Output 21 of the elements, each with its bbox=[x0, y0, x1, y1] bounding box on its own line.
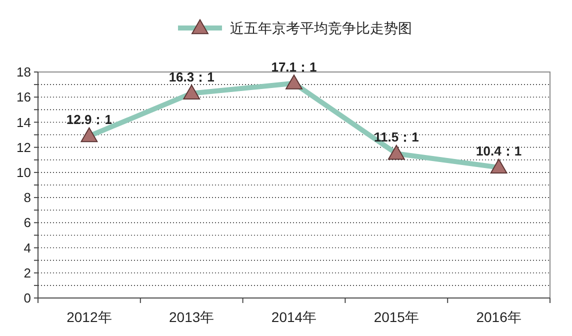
y-tick-label: 12 bbox=[16, 140, 31, 155]
legend-label: 近五年京考平均竞争比走势图 bbox=[230, 20, 412, 36]
x-tick-label: 2013年 bbox=[169, 309, 214, 325]
y-tick-label: 2 bbox=[24, 265, 31, 280]
y-tick-label: 4 bbox=[24, 240, 31, 256]
y-tick-label: 10 bbox=[16, 164, 31, 180]
y-tick-label: 0 bbox=[24, 290, 31, 306]
data-label: 16.3：1 bbox=[168, 69, 214, 84]
x-tick-label: 2012年 bbox=[66, 309, 112, 325]
data-label: 12.9：1 bbox=[66, 112, 112, 128]
data-label: 10.4：1 bbox=[476, 143, 522, 158]
x-tick-label: 2016年 bbox=[476, 309, 522, 325]
data-label: 11.5：1 bbox=[374, 130, 419, 145]
y-tick-label: 8 bbox=[24, 190, 31, 206]
y-tick-label: 16 bbox=[16, 90, 31, 105]
y-tick-label: 18 bbox=[16, 64, 31, 80]
x-tick-label: 2014年 bbox=[271, 309, 317, 325]
x-tick-label: 2015年 bbox=[374, 309, 419, 325]
y-tick-label: 14 bbox=[16, 114, 31, 130]
data-label: 17.1：1 bbox=[271, 59, 317, 74]
y-tick-label: 6 bbox=[24, 215, 31, 230]
